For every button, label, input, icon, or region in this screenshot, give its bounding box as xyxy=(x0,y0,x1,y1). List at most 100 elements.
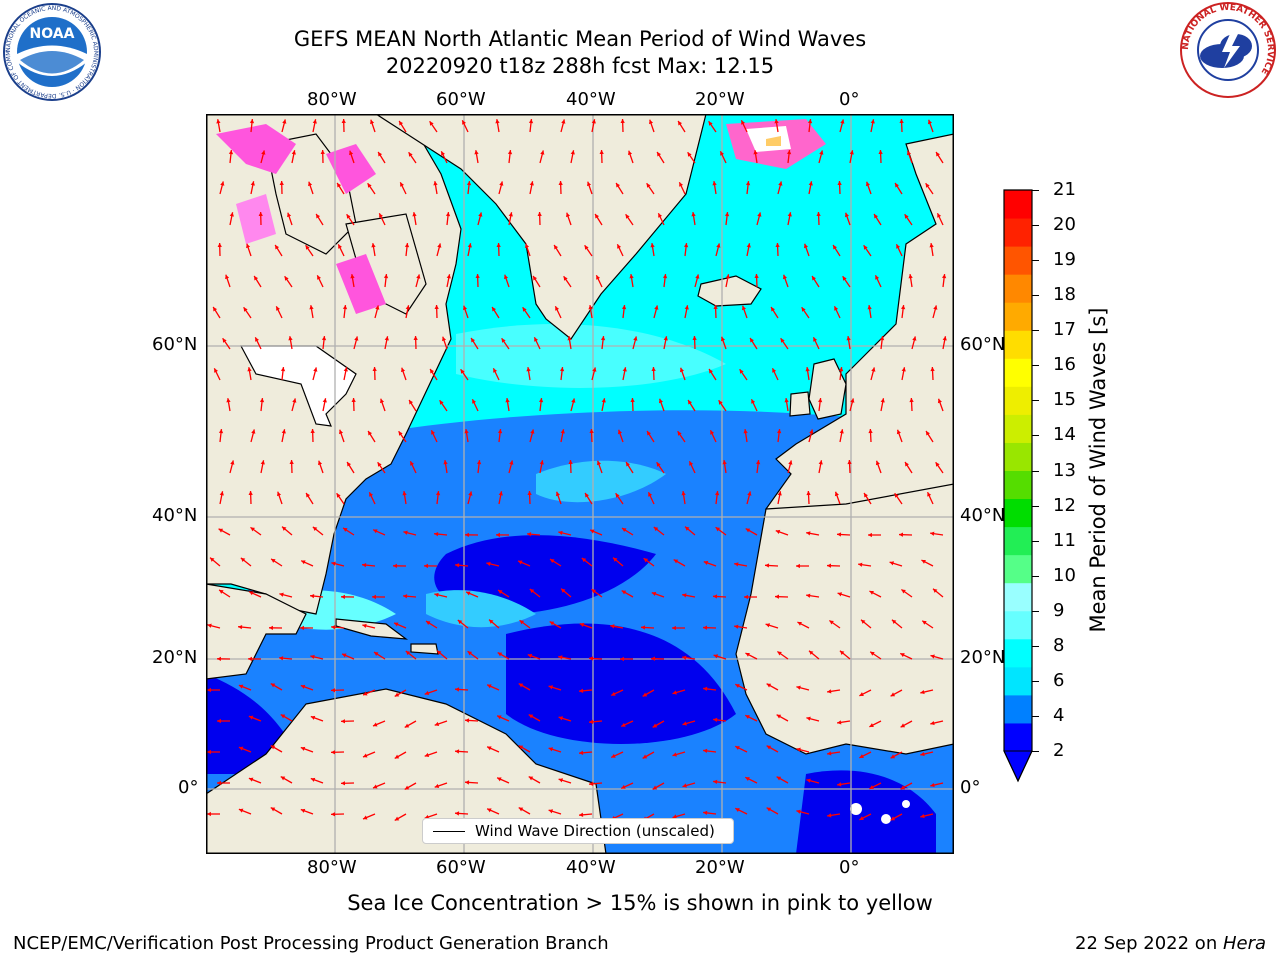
wave-direction-arrow xyxy=(713,717,727,723)
wave-direction-arrow xyxy=(218,528,231,536)
wave-direction-arrow xyxy=(650,243,655,257)
footer-date-text: 22 Sep 2022 on xyxy=(1075,933,1223,954)
colorbar-segment xyxy=(1004,722,1032,752)
wave-direction-arrow xyxy=(553,244,562,257)
wave-direction-arrow xyxy=(284,275,293,288)
wave-direction-arrow xyxy=(687,151,696,164)
wave-direction-arrow xyxy=(207,623,221,629)
colorbar-tick-label: 14 xyxy=(1053,424,1076,446)
lon-tick-bottom-0: 0° xyxy=(839,857,860,878)
wave-direction-arrow xyxy=(766,745,779,753)
wave-direction-arrow xyxy=(863,244,872,257)
wave-direction-arrow xyxy=(342,527,355,536)
colorbar-extend-triangle xyxy=(1003,750,1033,783)
wave-direction-arrow xyxy=(508,212,513,226)
wave-direction-arrow xyxy=(818,460,823,474)
wave-direction-arrow xyxy=(497,589,510,598)
wave-direction-arrow xyxy=(446,274,451,288)
wave-direction-arrow xyxy=(827,689,841,694)
wave-direction-arrow xyxy=(362,751,376,758)
wave-direction-arrow xyxy=(642,751,655,759)
wave-direction-arrow xyxy=(413,335,418,350)
wave-direction-arrow xyxy=(817,398,823,412)
wave-direction-arrow xyxy=(321,336,327,350)
wave-direction-arrow xyxy=(643,557,655,567)
wave-direction-arrow xyxy=(288,336,293,350)
wave-direction-arrow xyxy=(610,689,624,697)
wave-direction-arrow xyxy=(658,398,665,412)
wave-direction-arrow xyxy=(860,619,872,629)
wave-direction-arrow xyxy=(688,460,696,474)
wave-direction-arrow xyxy=(806,531,820,536)
wave-direction-arrow xyxy=(920,751,934,757)
wave-direction-arrow xyxy=(505,398,510,412)
wave-direction-arrow xyxy=(739,368,748,381)
wave-direction-arrow xyxy=(467,243,472,257)
wave-direction-arrow xyxy=(497,652,510,660)
wave-direction-arrow xyxy=(526,532,541,537)
wave-direction-arrow xyxy=(554,305,562,319)
wave-direction-arrow xyxy=(341,118,346,133)
wave-direction-arrow xyxy=(529,588,541,598)
wave-direction-arrow xyxy=(250,429,256,443)
wave-direction-arrow xyxy=(424,751,438,757)
wave-direction-arrow xyxy=(373,651,386,660)
wave-direction-arrow xyxy=(651,591,665,598)
wave-direction-arrow xyxy=(682,720,696,726)
wave-direction-arrow xyxy=(219,491,224,505)
wave-direction-arrow xyxy=(776,429,782,443)
wave-direction-arrow xyxy=(782,274,789,288)
noaa-logo-text: NOAA xyxy=(30,26,75,42)
lat-tick-left-60n: 60°N xyxy=(152,334,198,355)
wave-direction-arrow xyxy=(299,625,314,631)
wave-direction-arrow xyxy=(708,368,717,381)
wave-direction-arrow xyxy=(625,461,634,474)
wave-direction-arrow xyxy=(589,529,603,536)
wave-direction-arrow xyxy=(621,527,634,536)
wave-direction-arrow xyxy=(258,211,263,226)
wave-direction-arrow xyxy=(429,120,438,133)
wave-direction-arrow xyxy=(519,619,531,629)
land-masses xyxy=(206,114,954,854)
wave-direction-arrow xyxy=(317,460,324,474)
wave-direction-arrow xyxy=(780,337,789,350)
wave-direction-arrow xyxy=(464,780,479,785)
chart-title: GEFS MEAN North Atlantic Mean Period of … xyxy=(293,27,867,51)
wave-direction-arrow xyxy=(621,305,627,319)
wave-direction-arrow xyxy=(424,689,438,695)
wave-direction-arrow xyxy=(682,593,696,598)
wave-direction-arrow xyxy=(424,813,438,819)
wave-direction-arrow xyxy=(518,744,531,753)
wave-direction-arrow xyxy=(745,714,758,722)
colorbar-segment xyxy=(1004,274,1032,303)
wave-direction-arrow xyxy=(702,625,717,630)
wave-direction-arrow xyxy=(858,562,872,567)
wave-direction-arrow xyxy=(622,367,627,381)
wave-direction-arrow xyxy=(703,686,717,692)
wave-direction-arrow xyxy=(745,652,758,660)
wave-direction-arrow xyxy=(808,429,814,443)
wave-direction-arrow xyxy=(745,776,758,784)
wave-direction-arrow xyxy=(338,429,345,443)
wave-direction-arrow xyxy=(713,779,727,785)
wave-direction-arrow xyxy=(718,399,727,412)
wave-direction-arrow xyxy=(207,687,220,693)
wave-direction-arrow xyxy=(753,150,758,164)
wave-direction-arrow xyxy=(678,181,686,195)
wave-direction-arrow xyxy=(640,625,655,630)
wave-direction-arrow xyxy=(921,620,934,629)
wave-direction-arrow xyxy=(684,526,696,536)
map-legend: Wind Wave Direction (unscaled) xyxy=(422,818,734,844)
wave-direction-arrow xyxy=(207,749,220,755)
wave-direction-arrow xyxy=(774,594,789,599)
wave-direction-arrow xyxy=(229,460,235,474)
wave-direction-arrow xyxy=(434,782,448,788)
footer-machine: Hera xyxy=(1222,933,1266,954)
colorbar-segment xyxy=(1004,190,1032,219)
wave-direction-arrow xyxy=(312,367,318,381)
wave-direction-arrow xyxy=(248,490,253,505)
wave-direction-arrow xyxy=(240,557,252,567)
wave-direction-arrow xyxy=(776,714,789,722)
wave-direction-arrow xyxy=(652,720,665,728)
colorbar-segment xyxy=(1004,414,1032,443)
